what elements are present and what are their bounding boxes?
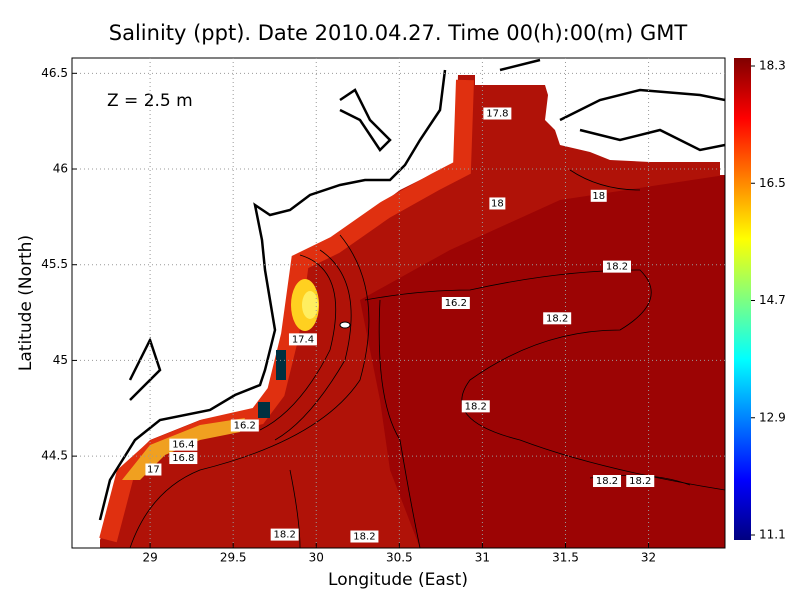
island — [339, 321, 351, 329]
x-tick-label: 31.5 — [552, 551, 579, 565]
contour-label-box — [441, 297, 470, 309]
contour-label: 18 — [491, 198, 504, 209]
x-tick-label: 29.5 — [220, 551, 247, 565]
contour-label-box — [593, 475, 622, 488]
contour-label-box — [288, 333, 317, 346]
contour-label: 16.2 — [234, 421, 256, 432]
colorbar-tick-label: 14.7 — [759, 293, 786, 307]
contour-label: 18.2 — [606, 262, 628, 273]
contour-label: 16.4 — [172, 440, 194, 451]
contour-label: 18 — [592, 191, 605, 202]
sea-offshore — [360, 175, 725, 548]
contour-label-box — [350, 530, 379, 543]
y-tick-label: 45.5 — [41, 257, 68, 271]
contour-label-box — [230, 419, 259, 432]
map-area — [98, 58, 725, 548]
x-tick-label: 30 — [309, 551, 324, 565]
contour-label: 18.2 — [629, 476, 651, 487]
contour-label-box — [590, 189, 607, 202]
plot-frame — [71, 57, 726, 549]
x-tick-label: 30.5 — [386, 551, 413, 565]
x-tick-label: 29 — [142, 551, 157, 565]
contour-label-box — [169, 452, 198, 465]
contour-label: 18.2 — [546, 313, 568, 324]
contour-label-box — [543, 312, 572, 325]
contour-label-box — [145, 463, 162, 476]
contour-label: 16.2 — [445, 298, 467, 309]
contour-label: 18.2 — [465, 401, 487, 412]
depth-label: Z = 2.5 m — [107, 91, 193, 111]
y-tick-label: 44.5 — [41, 449, 68, 463]
contour-label: 17 — [147, 465, 160, 476]
contour-label: 16.8 — [172, 453, 194, 464]
colorbar-tick-label: 16.5 — [759, 176, 786, 190]
colorbar-tick-label: 11.1 — [759, 528, 786, 542]
delta-cell — [276, 350, 286, 380]
contour-label-box — [270, 528, 299, 541]
contour-label: 18.2 — [274, 530, 296, 541]
colorbar — [734, 58, 751, 540]
contour-label-box — [169, 438, 198, 451]
delta-cell — [258, 402, 270, 418]
x-axis-label: Longitude (East) — [328, 570, 468, 590]
colorbar-tick-label: 18.3 — [759, 59, 786, 73]
y-tick-label: 45 — [53, 353, 68, 367]
y-tick-label: 46.5 — [41, 66, 68, 80]
title: Salinity (ppt). Date 2010.04.27. Time 00… — [109, 21, 688, 45]
contour-label-box — [483, 107, 512, 120]
contour-label-box — [461, 400, 490, 413]
contour-label: 17.8 — [486, 109, 508, 120]
colorbar-tick-label: 12.9 — [759, 410, 786, 424]
contour-label: 17.4 — [292, 334, 314, 345]
plume — [302, 291, 318, 319]
y-axis-label: Latitude (North) — [16, 235, 36, 371]
contour-label: 18.2 — [596, 476, 618, 487]
y-tick-label: 46 — [53, 162, 68, 176]
contour-label-box — [626, 475, 655, 488]
contour-label: 18.2 — [353, 532, 375, 543]
x-tick-label: 32 — [641, 551, 656, 565]
contour-label-box — [489, 197, 506, 210]
x-tick-label: 31 — [475, 551, 490, 565]
contour-label-box — [602, 260, 631, 273]
